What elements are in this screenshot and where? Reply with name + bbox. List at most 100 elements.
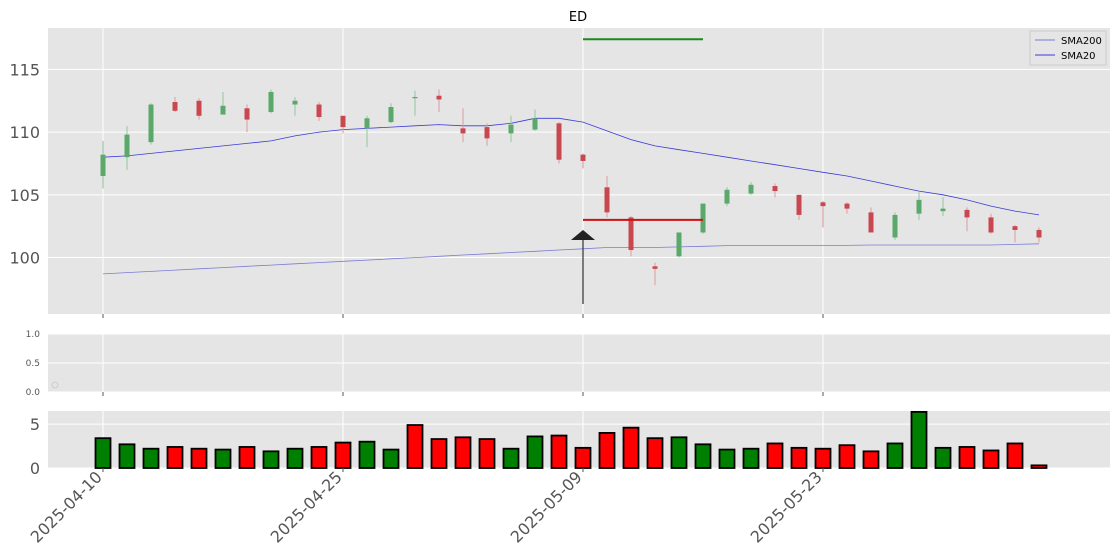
candle-body bbox=[388, 107, 394, 123]
volume-bar bbox=[1006, 442, 1024, 469]
volume-bar bbox=[814, 447, 832, 469]
candle-body bbox=[244, 108, 250, 120]
candle-body bbox=[172, 102, 178, 111]
candle-body bbox=[124, 134, 130, 158]
candle-body bbox=[340, 115, 346, 128]
candle-body bbox=[868, 212, 874, 233]
legend-label-sma200: SMA200 bbox=[1061, 36, 1102, 47]
volume-bar bbox=[838, 444, 856, 469]
candle-body bbox=[964, 209, 970, 218]
candle-body bbox=[412, 96, 418, 99]
candle-body bbox=[988, 217, 994, 233]
indicator-marker bbox=[51, 381, 59, 389]
volume-bar bbox=[886, 442, 904, 469]
y-tick-label: 5 bbox=[30, 415, 40, 434]
volume-bar bbox=[694, 443, 712, 469]
y-tick-label: 0 bbox=[30, 459, 40, 478]
volume-bar bbox=[406, 424, 424, 469]
y-tick-label: 0.0 bbox=[26, 388, 41, 398]
annotations bbox=[571, 38, 703, 304]
candle-body bbox=[820, 202, 826, 207]
series-line-sma200 bbox=[102, 243, 1040, 275]
candle-body bbox=[484, 127, 490, 139]
candle-body bbox=[916, 199, 922, 214]
volume-bar bbox=[286, 447, 304, 469]
x-tick-label: 2025-04-25 bbox=[267, 467, 346, 546]
volume-bar bbox=[358, 440, 376, 469]
candle-body bbox=[100, 154, 106, 177]
volume-bar bbox=[574, 446, 592, 469]
series-line-sma20 bbox=[102, 117, 1040, 216]
volume-bar bbox=[214, 448, 232, 469]
volume-bar bbox=[334, 441, 352, 469]
y-tick-label: 100 bbox=[9, 249, 40, 268]
chart-title: ED bbox=[569, 10, 587, 25]
volume-bar bbox=[958, 446, 976, 469]
volume-bar bbox=[790, 446, 808, 469]
candle-body bbox=[676, 232, 682, 257]
candle-body bbox=[604, 187, 610, 213]
x-tick-label: 2025-05-23 bbox=[747, 467, 826, 546]
volume-bar bbox=[94, 437, 112, 469]
volume-bar bbox=[1030, 464, 1048, 469]
volume-bar bbox=[118, 443, 136, 469]
volume-bar bbox=[862, 450, 880, 469]
volume-bar bbox=[646, 437, 664, 469]
y-tick-label: 0.5 bbox=[26, 359, 40, 369]
price-panel bbox=[48, 28, 1110, 314]
volume-bar bbox=[430, 438, 448, 469]
volume-bar bbox=[142, 447, 160, 469]
candle-body bbox=[460, 128, 466, 134]
volume-bar bbox=[190, 447, 208, 469]
candle-body bbox=[220, 105, 226, 115]
candle-body bbox=[268, 91, 274, 113]
signal-arrow-head bbox=[571, 229, 595, 240]
x-tick-label: 2025-05-09 bbox=[507, 467, 586, 546]
volume-bar bbox=[622, 426, 640, 469]
volume-bar bbox=[238, 446, 256, 469]
volume-bar bbox=[550, 434, 568, 469]
volume-bar bbox=[382, 448, 400, 469]
candle-body bbox=[772, 186, 778, 192]
volume-bar bbox=[598, 432, 616, 469]
candle-body bbox=[292, 100, 298, 105]
volume-bar bbox=[478, 438, 496, 469]
y-tick-label: 105 bbox=[9, 186, 40, 205]
candle-body bbox=[316, 104, 322, 118]
candle-body bbox=[724, 189, 730, 204]
candle-body bbox=[652, 266, 658, 269]
volume-bar bbox=[526, 435, 544, 469]
candle-body bbox=[580, 154, 586, 161]
volume-bar bbox=[166, 446, 184, 469]
candle-body bbox=[892, 214, 898, 238]
candle-body bbox=[700, 203, 706, 233]
candle-body bbox=[436, 95, 442, 100]
grid-lines bbox=[48, 28, 1110, 469]
candle-body bbox=[1012, 226, 1018, 230]
volume-bar bbox=[310, 446, 328, 469]
volume-bar bbox=[262, 450, 280, 469]
candle-body bbox=[508, 124, 514, 134]
volume-bar bbox=[502, 447, 520, 469]
y-tick-label: 110 bbox=[9, 123, 40, 142]
volume-bar bbox=[934, 446, 952, 469]
volume-bar bbox=[718, 448, 736, 469]
legend-box bbox=[1029, 30, 1107, 66]
volume-bar bbox=[982, 449, 1000, 469]
candle-body bbox=[532, 118, 538, 130]
candle-body bbox=[556, 123, 562, 160]
candle-body bbox=[844, 203, 850, 209]
candle-body bbox=[1036, 229, 1042, 238]
y-tick-label: 1.0 bbox=[26, 330, 41, 340]
candle-body bbox=[748, 184, 754, 194]
candle-body bbox=[364, 118, 370, 129]
candle-body bbox=[796, 194, 802, 215]
candle-body bbox=[196, 100, 202, 116]
volume-bar bbox=[742, 447, 760, 469]
volume-bar bbox=[454, 436, 472, 469]
legend-label-sma20: SMA20 bbox=[1061, 51, 1096, 62]
candle-body bbox=[148, 104, 154, 143]
y-tick-label: 115 bbox=[9, 60, 40, 79]
x-tick-label: 2025-04-10 bbox=[27, 467, 106, 546]
